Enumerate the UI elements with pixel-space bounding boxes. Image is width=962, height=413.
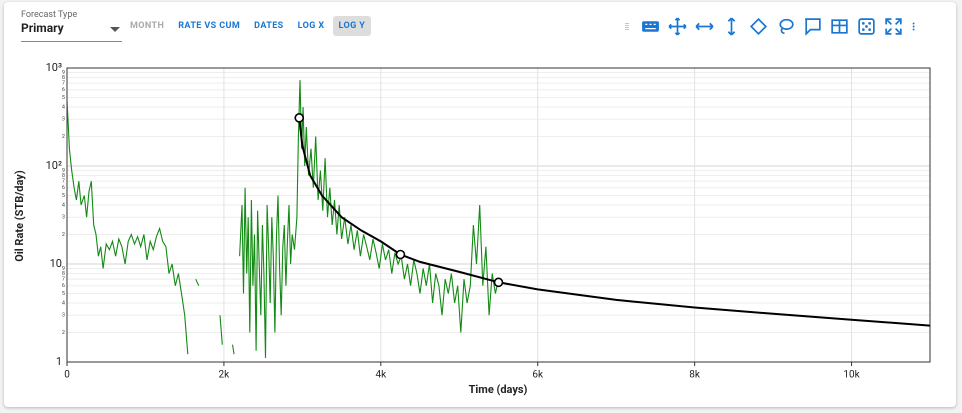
diamond-icon[interactable]: [748, 16, 769, 37]
y-minor-tick-label: 8: [62, 173, 65, 179]
vertical-zoom-icon[interactable]: [721, 16, 742, 37]
y-tick-label: 1: [56, 355, 62, 368]
horizontal-zoom-icon[interactable]: [694, 16, 715, 37]
y-tick-label: 10³: [46, 61, 62, 74]
forecast-type-value: Primary: [21, 21, 64, 35]
forecast-type-label: Forecast Type: [21, 10, 78, 20]
y-minor-tick-label: 5: [62, 193, 65, 199]
data-line: [298, 117, 930, 327]
y-minor-tick-label: 7: [62, 81, 65, 87]
more-icon[interactable]: [910, 16, 922, 37]
fit-point: [294, 113, 305, 123]
y-minor-tick-label: 4: [62, 300, 65, 306]
y-tick-label: 10²: [46, 159, 62, 172]
y-tick-label: 10: [50, 257, 62, 270]
x-tick-label: 10k: [843, 370, 860, 381]
y-minor-tick-label: 3: [62, 215, 65, 221]
chart: Oil Rate (STB/day) Time (days) 234567892…: [13, 61, 931, 396]
y-minor-tick-label: 6: [62, 283, 65, 289]
plot-frame: [66, 67, 931, 363]
view-button[interactable]: MONTH: [130, 21, 165, 31]
y-minor-tick-label: 7: [62, 179, 65, 185]
tool-icons: [624, 16, 922, 37]
keyboard-icon[interactable]: [640, 16, 661, 37]
y-minor-tick-label: 3: [62, 313, 65, 319]
y-minor-tick-label: 2: [62, 232, 65, 238]
y-minor-tick-label: 4: [62, 104, 65, 110]
x-tick-label: 4k: [375, 370, 387, 381]
fit-point: [493, 277, 504, 288]
y-minor-tick-label: 8: [62, 271, 65, 277]
pan-icon[interactable]: [667, 16, 688, 37]
drag-handle-icon[interactable]: [624, 16, 634, 37]
y-minor-tick-label: 5: [62, 291, 65, 297]
y-axis-label: Oil Rate (STB/day): [13, 170, 26, 262]
y-minor-tick-label: 6: [62, 185, 65, 191]
y-minor-tick-label: 5: [62, 95, 65, 101]
view-button[interactable]: LOG Y: [332, 16, 372, 36]
x-tick-label: 2k: [219, 370, 231, 381]
y-minor-tick-label: 2: [62, 134, 65, 140]
view-button[interactable]: DATES: [254, 21, 284, 31]
fit-point: [395, 249, 406, 260]
y-minor-tick-label: 7: [62, 277, 65, 283]
lasso-icon[interactable]: [775, 16, 796, 37]
scatter-icon[interactable]: [856, 16, 877, 37]
y-minor-tick-label: 3: [62, 117, 65, 123]
view-buttons: MONTH RATE VS CUM DATES LOG X LOG Y: [124, 16, 372, 36]
x-tick-label: 8k: [689, 370, 701, 381]
y-minor-tick-label: 2: [62, 330, 65, 336]
x-axis-label: Time (days): [469, 383, 528, 396]
y-minor-tick-label: 4: [62, 202, 65, 208]
y-minor-tick-label: 6: [62, 87, 65, 93]
dropdown-caret: [110, 27, 120, 32]
comment-icon[interactable]: [802, 16, 823, 37]
y-minor-tick-label: 9: [62, 70, 65, 76]
card: Forecast Type Primary MONTH RATE VS CUM DA…: [4, 2, 956, 407]
table-icon[interactable]: [829, 16, 850, 37]
y-minor-tick-label: 8: [62, 75, 65, 81]
data-line: [67, 80, 502, 358]
view-button[interactable]: LOG X: [297, 21, 325, 31]
x-tick-label: 6k: [532, 370, 544, 381]
y-minor-tick-label: 9: [62, 168, 65, 174]
y-minor-tick-label: 9: [62, 266, 65, 272]
x-tick-label: 0: [64, 370, 70, 381]
fullscreen-icon[interactable]: [883, 16, 904, 37]
forecast-type-select[interactable]: Primary: [21, 21, 122, 42]
view-button[interactable]: RATE VS CUM: [178, 21, 241, 31]
